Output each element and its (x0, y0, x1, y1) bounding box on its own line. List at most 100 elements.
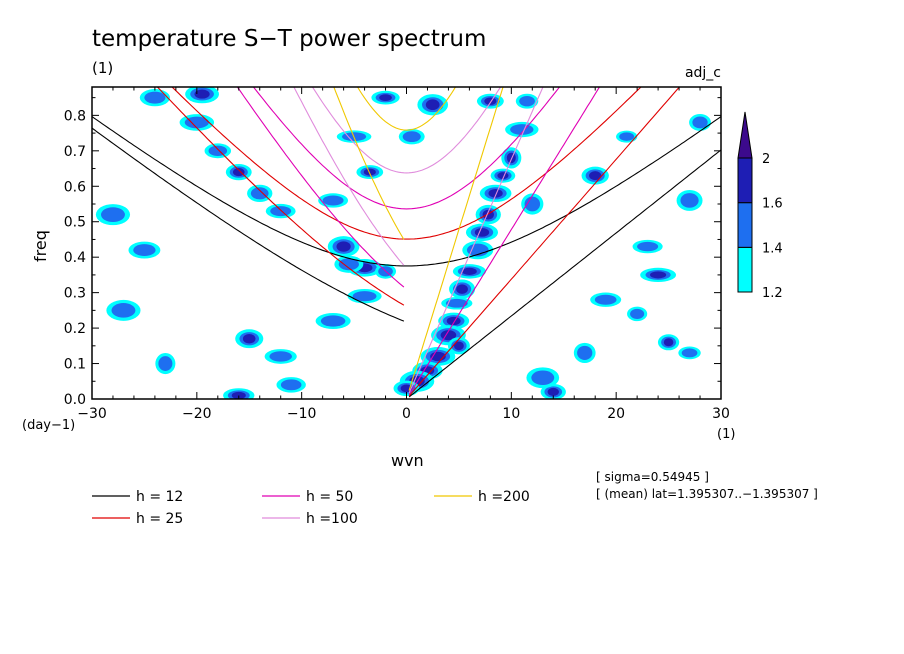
y-tick-label: 0.1 (64, 357, 86, 373)
x-axis-label: wvn (391, 451, 424, 470)
x-axis-unit: (1) (717, 427, 735, 442)
legend-label-h12: h = 12 (136, 489, 183, 505)
curve-h200-ig (356, 87, 457, 131)
curve-h50-ig (252, 87, 561, 210)
x-tick-label: −10 (287, 406, 317, 422)
spectrum-blob-37-l3 (231, 391, 246, 399)
spectrum-blob-32-l2 (184, 116, 209, 129)
spectrum-blob-42-l3 (663, 338, 674, 347)
axes: −30 −20 −10 0 10 20 30 0.0 0.1 0.2 0.3 0.4 0.5 0.6 0.7… (64, 87, 730, 422)
spectrum-blob-53-l2 (322, 195, 344, 206)
spectrum-blob-31-l2 (270, 206, 292, 217)
spectrum-blob-58-l2 (692, 116, 708, 129)
curve-h50-mrg (236, 87, 405, 288)
x-tick-label: 30 (712, 406, 730, 422)
spectrum-blob-51-l2 (630, 308, 645, 319)
curve-h25-ig (171, 87, 642, 240)
spectrum-blob-54-l2 (133, 244, 156, 257)
spectrum-blob-20-l3 (336, 241, 351, 252)
spectrum-blob-29-l3 (232, 168, 245, 177)
spectrum-blob-57-l2 (680, 193, 699, 208)
y-axis-label: freq (31, 230, 50, 262)
spectrum-blob-56-l2 (352, 291, 377, 302)
spectrum-blob-45-l2 (637, 241, 659, 252)
spectrum-blob-40-l2 (531, 370, 555, 385)
chart-subtitle-dataset: adj_c (685, 65, 721, 81)
spectrum-blob-38-l2 (280, 379, 302, 391)
spectrum-blob-4-l3 (474, 228, 490, 237)
chart-subtitle-unit: (1) (92, 59, 113, 77)
colorbar-label: 1.4 (762, 241, 783, 256)
colorbar-label: 2 (762, 152, 770, 167)
curve-h100-ig (311, 87, 502, 174)
y-tick-label: 0.2 (64, 321, 86, 337)
curve-h100-mrg (293, 87, 405, 266)
curve-h200-kelvin (408, 87, 504, 391)
colorbar-label: 1.6 (762, 197, 783, 212)
spectrum-blob-18-l3 (484, 97, 497, 105)
spectrum-blob-39-l3 (547, 387, 559, 396)
y-tick-label: 0.8 (64, 108, 86, 124)
dispersion-curves (92, 87, 721, 398)
legend-label-h50: h = 50 (306, 489, 353, 505)
colorbar-segment (737, 157, 753, 204)
spectrum-blob-55-l2 (594, 294, 617, 305)
spectrum-blob-8-l2 (445, 298, 468, 308)
y-axis-unit: (day−1) (22, 418, 75, 433)
legend-label-h200: h =200 (478, 489, 530, 505)
spectrum-blob-26-l3 (425, 99, 440, 111)
spectrum-blob-23-l3 (363, 168, 376, 176)
spectrum-blob-7-l3 (456, 284, 468, 294)
curve-h50-kelvin (408, 87, 601, 396)
spectrum-blob-46-l3 (589, 171, 602, 181)
spectrum-blob-2-l3 (488, 189, 503, 198)
spectrum-blob-43-l2 (681, 348, 698, 358)
y-tick-label: 0.3 (64, 286, 86, 302)
curve-h12-mrg (92, 127, 405, 322)
spectrum-blob-9-l3 (446, 316, 461, 326)
curve-h25-kelvin (408, 87, 681, 397)
x-tick-label: 0 (402, 406, 411, 422)
spectrum-blob-41-l2 (577, 345, 593, 360)
y-tick-label: 0.0 (64, 392, 86, 408)
spectrum-blob-50-l2 (269, 351, 292, 362)
spectrum-blob-22-l2 (338, 258, 359, 271)
spectrum-blob-48-l2 (111, 303, 136, 318)
spectrum-blob-47-l2 (524, 196, 541, 212)
x-tick-label: −30 (77, 406, 107, 422)
spectrum-blob-28-l2 (208, 145, 228, 157)
y-tick-label: 0.6 (64, 179, 86, 195)
y-tick-label: 0.4 (64, 250, 86, 266)
spectrum-blob-34-l2 (144, 91, 166, 104)
mean-annotation: [ (mean) lat=1.395307..−1.395307 ] (596, 487, 818, 501)
spectrum-blob-49-l2 (101, 207, 125, 223)
spectrum-blob-27-l3 (379, 94, 392, 102)
colorbar-extend-arrow (737, 111, 753, 159)
spectrum-blob-44-l3 (650, 271, 667, 279)
sigma-annotation: [ sigma=0.54945 ] (596, 470, 709, 484)
curve-h200-mrg (333, 87, 405, 240)
spectrum-blob-1-l3 (497, 172, 509, 180)
x-tick-label: 20 (607, 406, 625, 422)
spectrum-blob-35-l3 (242, 334, 256, 344)
spectrum-contours (95, 87, 711, 399)
spectrum-blob-30-l2 (250, 187, 269, 200)
colorbar: 1.2 1.4 1.6 2 (737, 111, 783, 301)
spectrum-blob-36-l2 (320, 315, 346, 327)
spectrum-blob-59-l2 (158, 356, 173, 371)
curve-h100-kelvin (408, 87, 544, 394)
spectrum-blob-33-l3 (194, 89, 210, 99)
legend-label-h100: h =100 (306, 511, 358, 527)
spectrum-blob-5-l2 (466, 243, 489, 257)
curve-h25-mrg (156, 87, 405, 306)
colorbar-segment (737, 246, 753, 293)
colorbar-label: 1.2 (762, 286, 783, 301)
legend: h = 12 h = 25 h = 50 h =100 h =200 (92, 489, 530, 527)
spectrum-blob-11-l3 (453, 341, 464, 351)
x-tick-label: −20 (182, 406, 212, 422)
chart-title: temperature S−T power spectrum (92, 26, 486, 52)
legend-label-h25: h = 25 (136, 511, 183, 527)
spectrum-blob-6-l3 (461, 267, 477, 275)
y-tick-label: 0.5 (64, 215, 86, 231)
